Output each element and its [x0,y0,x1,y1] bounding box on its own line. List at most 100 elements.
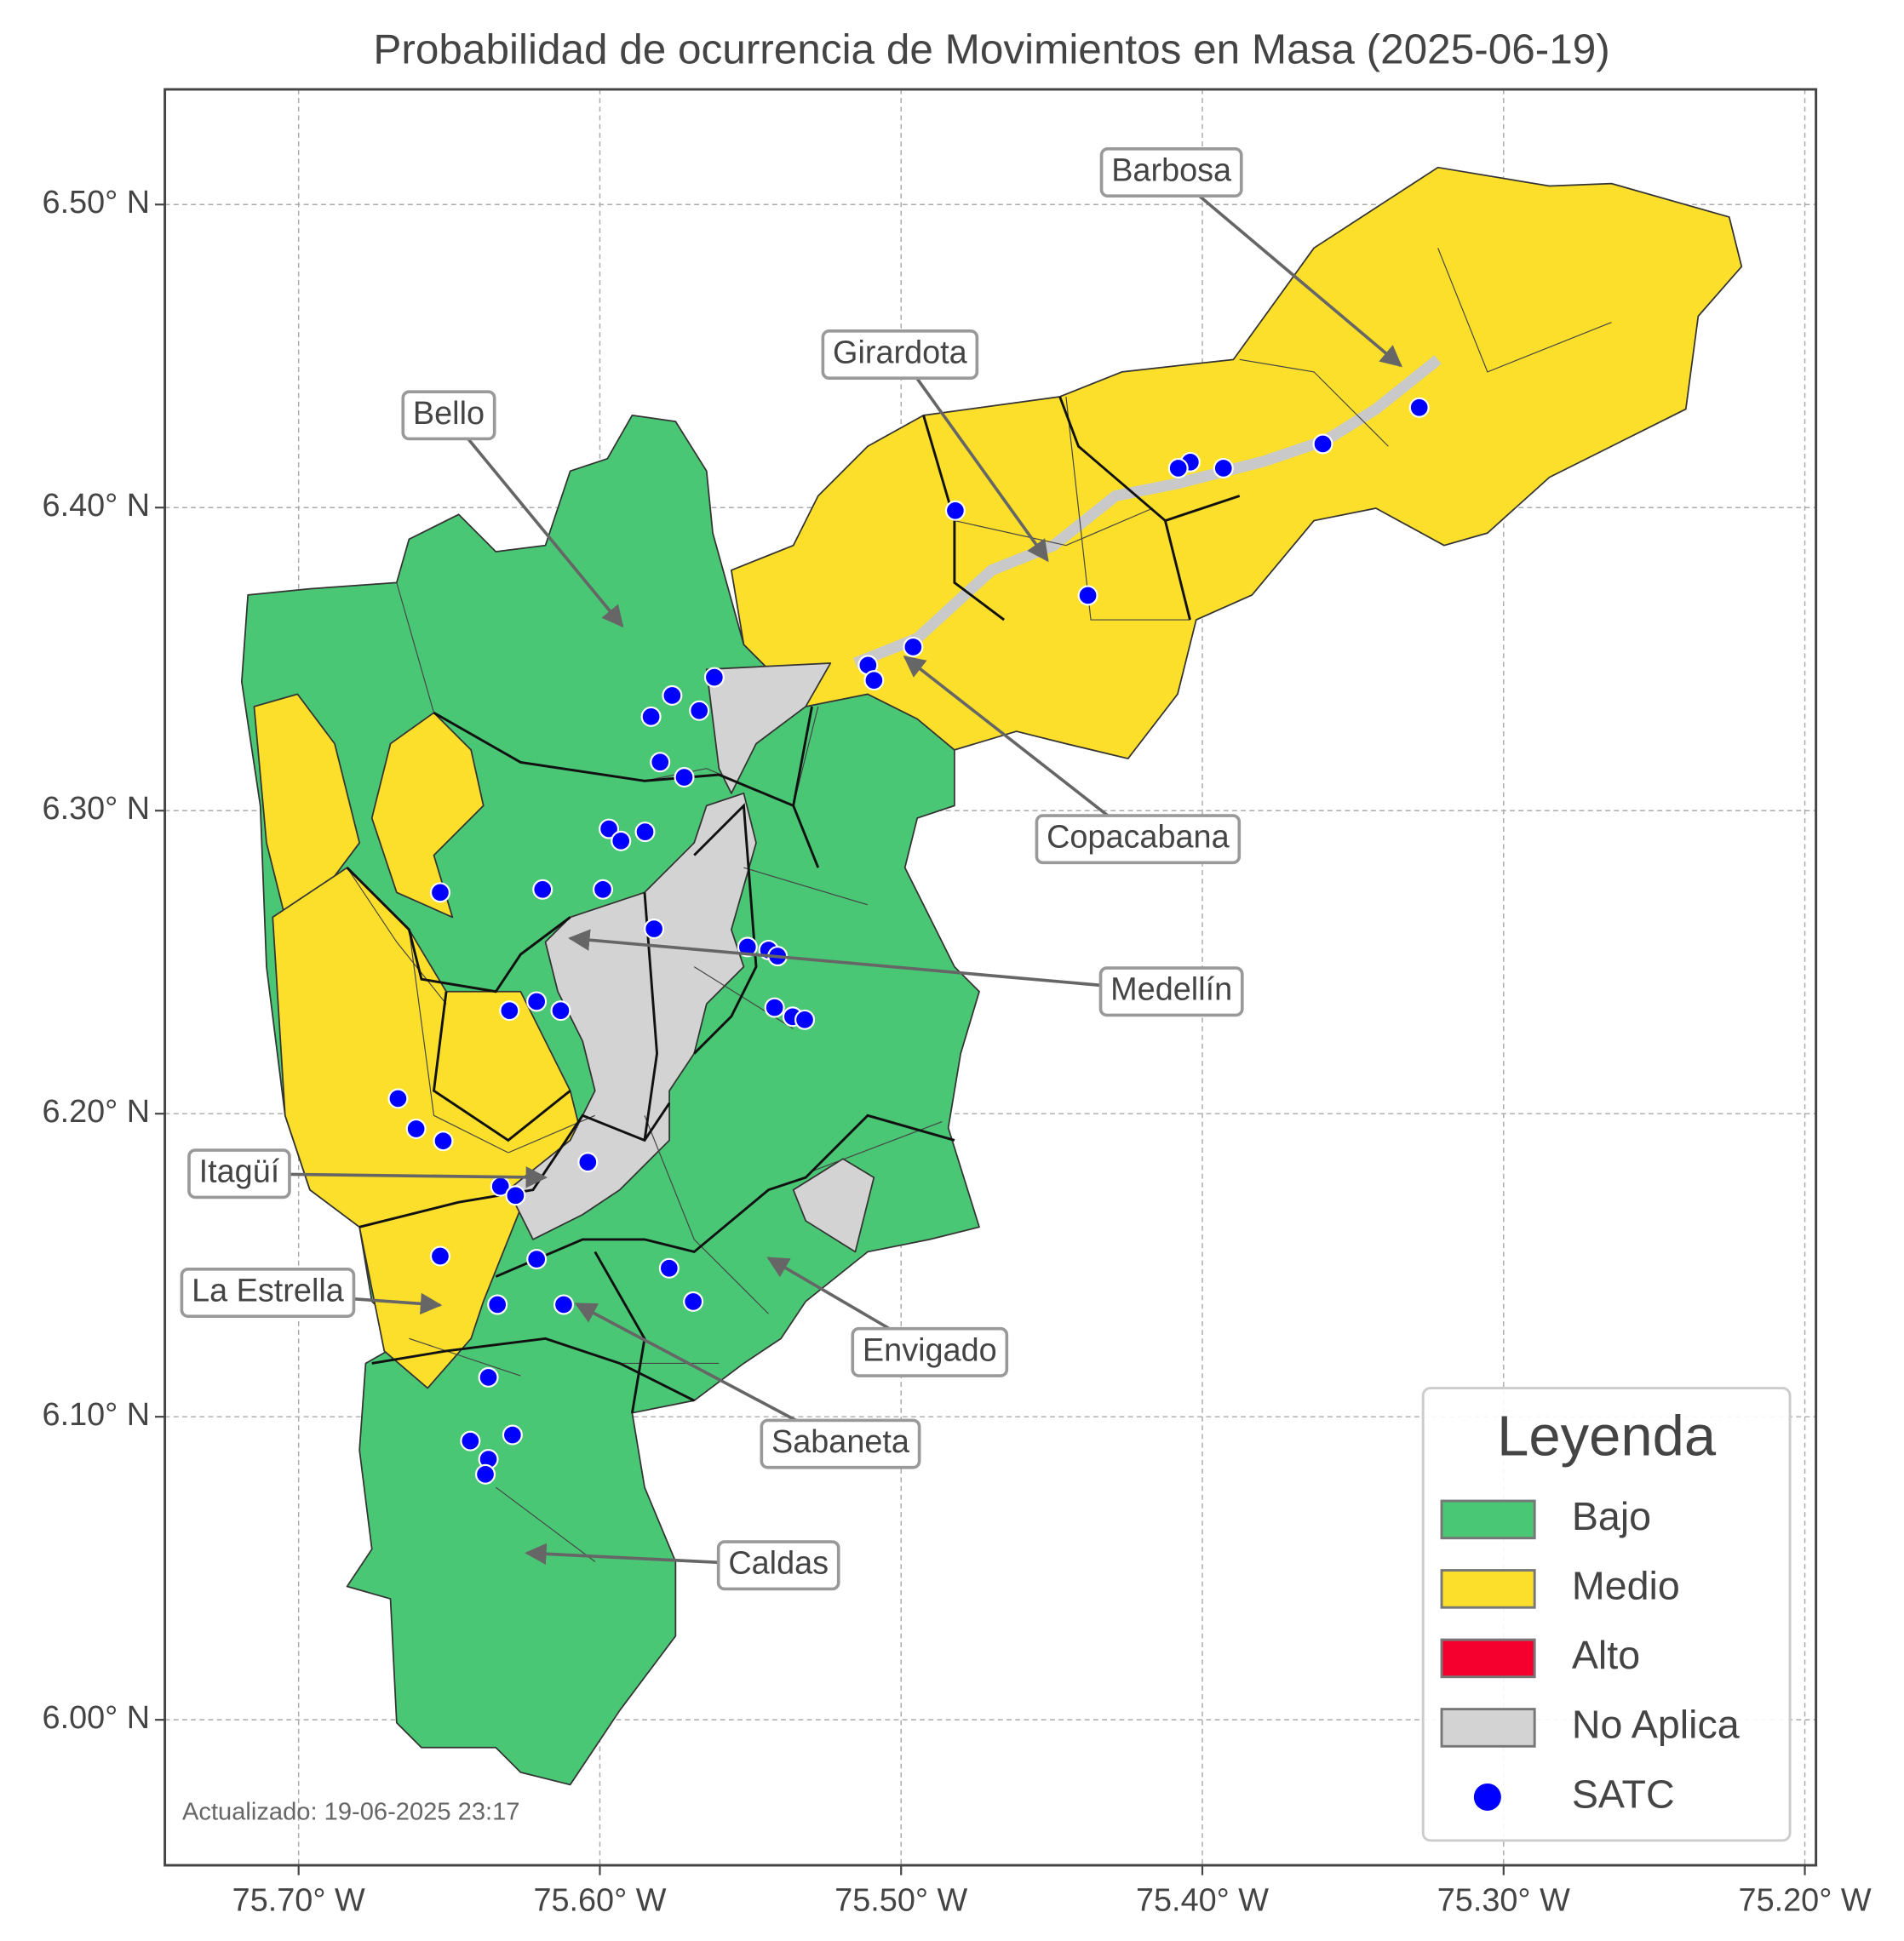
legend-swatch [1440,1708,1536,1748]
footnote: Actualizado: 19-06-2025 23:17 [182,1799,520,1826]
annotation: Envigado [851,1326,1009,1377]
annotation-box [180,1268,356,1318]
annotation-box [1099,147,1243,198]
satc-point [1167,457,1189,478]
legend-label: Medio [1572,1564,1680,1608]
satc-point [460,1430,481,1451]
regions [240,166,1743,1786]
map-title: Probabilidad de ocurrencia de Movimiento… [373,26,1609,72]
region-no-aplica [507,792,757,1240]
legend-swatch [1440,1638,1536,1679]
map-frame [163,88,1818,1867]
satc-point [405,1118,427,1140]
x-tick-label: 75.60° W [533,1883,666,1919]
satc-point [526,991,548,1012]
legend-label: Bajo [1572,1494,1651,1538]
annotation-arrow [447,414,624,628]
y-tick-label: 6.30° N [43,791,151,827]
annotation-label: Copacabana [1047,820,1230,856]
satc-point [658,1257,680,1279]
annotation-box [821,329,979,380]
satc-point [478,1366,499,1388]
satc-point [1408,397,1430,418]
annotation-label: Bello [413,396,485,432]
annotation: La Estrella [180,1268,356,1318]
satc-point [1213,457,1234,478]
satc-point [903,636,924,657]
satc-point [550,1000,571,1022]
legend-swatch [1440,1569,1536,1609]
annotation-label: Sabaneta [771,1424,910,1460]
satc-point [505,1185,526,1206]
satc-point [863,670,885,691]
region-no-aplica [705,662,832,794]
legend-marker [1473,1783,1501,1811]
region-no-aplica [792,1158,875,1253]
annotation-label: Caldas [728,1546,829,1582]
y-tick-label: 6.40° N [43,488,151,524]
x-tick-label: 75.20° W [1739,1883,1872,1919]
satc-point [683,1291,704,1312]
annotation-box [1098,966,1244,1017]
annotation: Bello [401,390,496,441]
y-tick-label: 6.00° N [43,1700,151,1736]
satc-point [703,667,725,688]
satc-point [737,936,758,958]
annotation: Caldas [716,1540,840,1591]
legend-title: Leyenda [1497,1404,1717,1468]
satc-point [502,1424,523,1446]
legend: Leyenda Bajo Medio Alto No Aplica SATC [1421,1387,1792,1842]
annotation-label: Medellín [1110,972,1232,1008]
x-tick-label: 75.40° W [1136,1883,1269,1919]
x-tick-label: 75.50° W [834,1883,967,1919]
satc-point [640,706,662,727]
legend-swatch [1440,1499,1536,1540]
annotation: Barbosa [1099,147,1243,198]
y-tick-label: 6.20° N [43,1094,151,1130]
annotation-label: La Estrella [192,1273,345,1308]
satc-point [764,997,785,1018]
satc-point [794,1009,816,1030]
satc-point [532,879,553,900]
satc-point [674,767,695,788]
y-tick-label: 6.10° N [43,1397,151,1433]
annotation-arrow [568,929,1172,993]
satc-point [1312,433,1333,455]
satc-point [662,684,683,706]
annotation-label: Barbosa [1111,153,1232,189]
y-tick-label: 6.50° N [43,185,151,220]
satc-point [577,1152,599,1173]
annotation-box [760,1418,921,1469]
satc-point [644,919,665,940]
annotation-arrow [903,656,1139,841]
annotation-box [851,1326,1009,1377]
region-medio [253,693,361,919]
legend-label: No Aplica [1572,1703,1740,1747]
annotation-box [401,390,496,441]
annotation-box [716,1540,840,1591]
satc-point [689,700,710,721]
annotation: Sabaneta [760,1418,921,1469]
region-medio [370,712,485,919]
river-valley [853,355,1442,669]
satc-point [487,1294,508,1315]
satc-point [429,882,450,903]
annotation-label: Itagüí [199,1154,280,1190]
satc-point [475,1463,496,1485]
satc-point [611,830,632,851]
satc-point [634,822,656,843]
satc-point [433,1131,454,1152]
annotation-arrow [898,353,1049,563]
satc-point [526,1249,548,1270]
satc-point [429,1245,450,1267]
satc-point [387,1088,409,1109]
satc-point [599,818,620,839]
annotation-label: Envigado [863,1332,997,1368]
annotation-box [187,1148,291,1200]
annotation: Copacabana [1035,814,1242,865]
x-tick-label: 75.30° W [1437,1883,1570,1919]
annotation-label: Girardota [833,335,968,371]
satc-point [592,879,614,900]
x-tick-label: 75.70° W [232,1883,365,1919]
